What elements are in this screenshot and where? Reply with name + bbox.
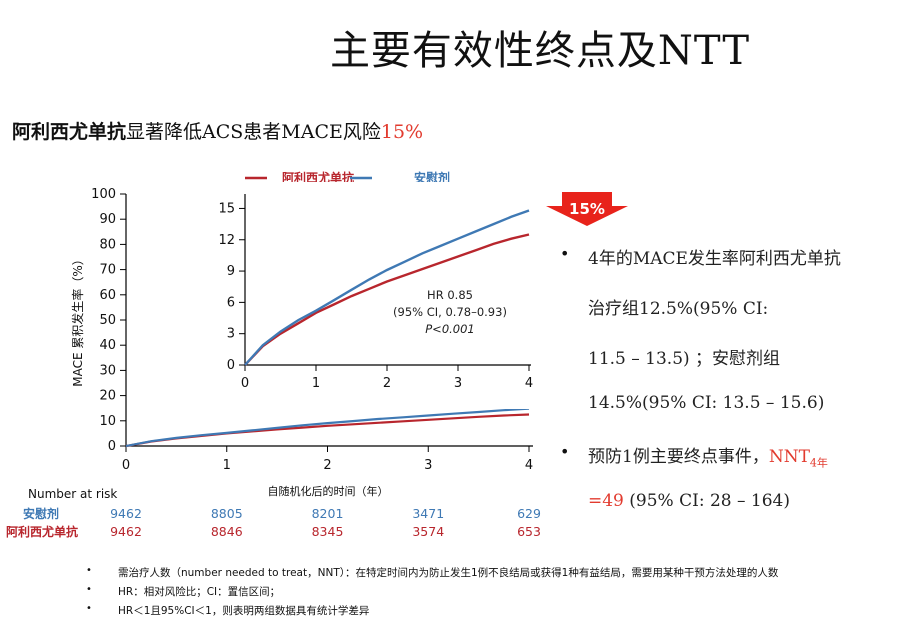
series-line-inset <box>244 209 530 366</box>
footnote-dot: • <box>86 565 92 576</box>
bullet-dot: • <box>560 244 570 263</box>
slide-subtitle: 阿利西尤单抗显著降低ACS患者MACE风险15% <box>12 117 423 144</box>
series-line-inset <box>244 233 530 366</box>
bullet-2-line-1: 预防1例主要终点事件，NNT4年 <box>588 447 828 470</box>
y-tick-label: 40 <box>99 338 116 353</box>
inset-x-tick-label: 2 <box>383 376 391 391</box>
footnote-significance: HR＜1且95%CI＜1，则表明两组数据具有统计学差异 <box>118 605 370 617</box>
inset-y-tick-label: 12 <box>218 233 235 248</box>
x-tick-label: 3 <box>424 458 432 473</box>
risk-row-label: 阿利西尤单抗 <box>6 524 78 539</box>
subtitle-drug: 阿利西尤单抗 <box>12 121 127 143</box>
x-tick-label: 2 <box>323 458 331 473</box>
inset-y-tick-label: 15 <box>218 201 235 216</box>
callout-arrow-shape <box>546 192 628 226</box>
inset-background <box>210 182 554 409</box>
x-tick-label: 1 <box>223 458 231 473</box>
footnote-hr: HR：相对风险比；CI：置信区间； <box>118 586 281 598</box>
footnote-nnt: 需治疗人数（number needed to treat，NNT）：在特定时间内… <box>118 567 779 579</box>
bullet-1-line-4: 14.5%(95% CI: 13.5 – 15.6) <box>588 393 825 413</box>
bullet-1-line-3: 11.5 – 13.5) ；安慰剂组 <box>588 349 781 369</box>
y-tick-label: 60 <box>99 288 116 303</box>
y-tick-label: 70 <box>99 263 116 278</box>
inset-x-tick-label: 4 <box>525 376 533 391</box>
risk-value: 8345 <box>312 524 344 539</box>
risk-row-label: 安慰剂 <box>23 506 59 521</box>
x-axis-label: 自随机化后的时间（年） <box>268 484 389 498</box>
series-line-main <box>125 407 530 448</box>
callout-arrow <box>546 192 628 226</box>
inset-annotation-p: P<0.001 <box>425 322 475 336</box>
y-tick-label: 80 <box>99 237 116 252</box>
risk-value: 8846 <box>211 524 243 539</box>
bullet-1-line-2: 治疗组12.5%(95% CI: <box>588 299 769 319</box>
y-axis-label: MACE 累积发生率（%） <box>70 253 85 387</box>
subtitle-pct: 15% <box>380 121 424 143</box>
risk-value: 629 <box>517 506 541 521</box>
y-tick-label: 30 <box>99 363 116 378</box>
bullet-dot: • <box>560 442 570 461</box>
y-tick-label: 0 <box>108 439 116 454</box>
risk-value: 3471 <box>412 506 444 521</box>
y-tick-label: 10 <box>99 414 116 429</box>
risk-value: 3574 <box>412 524 444 539</box>
callout-label: 15% <box>569 200 605 218</box>
risk-table-header: Number at risk <box>28 487 117 501</box>
inset-y-tick-label: 0 <box>227 358 235 373</box>
inset-x-tick-label: 3 <box>454 376 462 391</box>
risk-value: 653 <box>517 524 541 539</box>
inset-x-tick-label: 0 <box>241 376 249 391</box>
y-tick-label: 90 <box>99 212 116 227</box>
risk-value: 9462 <box>110 524 142 539</box>
y-tick-label: 100 <box>91 187 116 202</box>
legend-label: 阿利西尤单抗 <box>282 170 354 185</box>
y-tick-label: 50 <box>99 313 116 328</box>
subtitle-rest: 显著降低ACS患者MACE风险 <box>126 121 381 143</box>
footnote-dot: • <box>86 603 92 614</box>
risk-value: 8201 <box>312 506 344 521</box>
slide-title: 主要有效性终点及NTT <box>329 28 751 74</box>
footnote-dot: • <box>86 584 92 595</box>
inset-annotation-hr: HR 0.85 <box>427 288 473 302</box>
inset-x-tick-label: 1 <box>312 376 320 391</box>
y-tick-label: 20 <box>99 389 116 404</box>
x-tick-label: 4 <box>525 458 533 473</box>
inset-y-tick-label: 9 <box>227 264 235 279</box>
inset-y-tick-label: 6 <box>227 295 235 310</box>
risk-value: 9462 <box>110 506 142 521</box>
series-line-main <box>125 413 530 448</box>
risk-value: 8805 <box>211 506 243 521</box>
inset-y-tick-label: 3 <box>227 327 235 342</box>
bullet-2-line-2: =49 (95% CI: 28 – 164) <box>588 491 790 511</box>
x-tick-label: 0 <box>122 458 130 473</box>
inset-annotation-ci: (95% CI, 0.78–0.93) <box>393 305 507 319</box>
bullet-1-line-1: 4年的MACE发生率阿利西尤单抗 <box>588 249 841 269</box>
legend-label: 安慰剂 <box>414 170 450 185</box>
